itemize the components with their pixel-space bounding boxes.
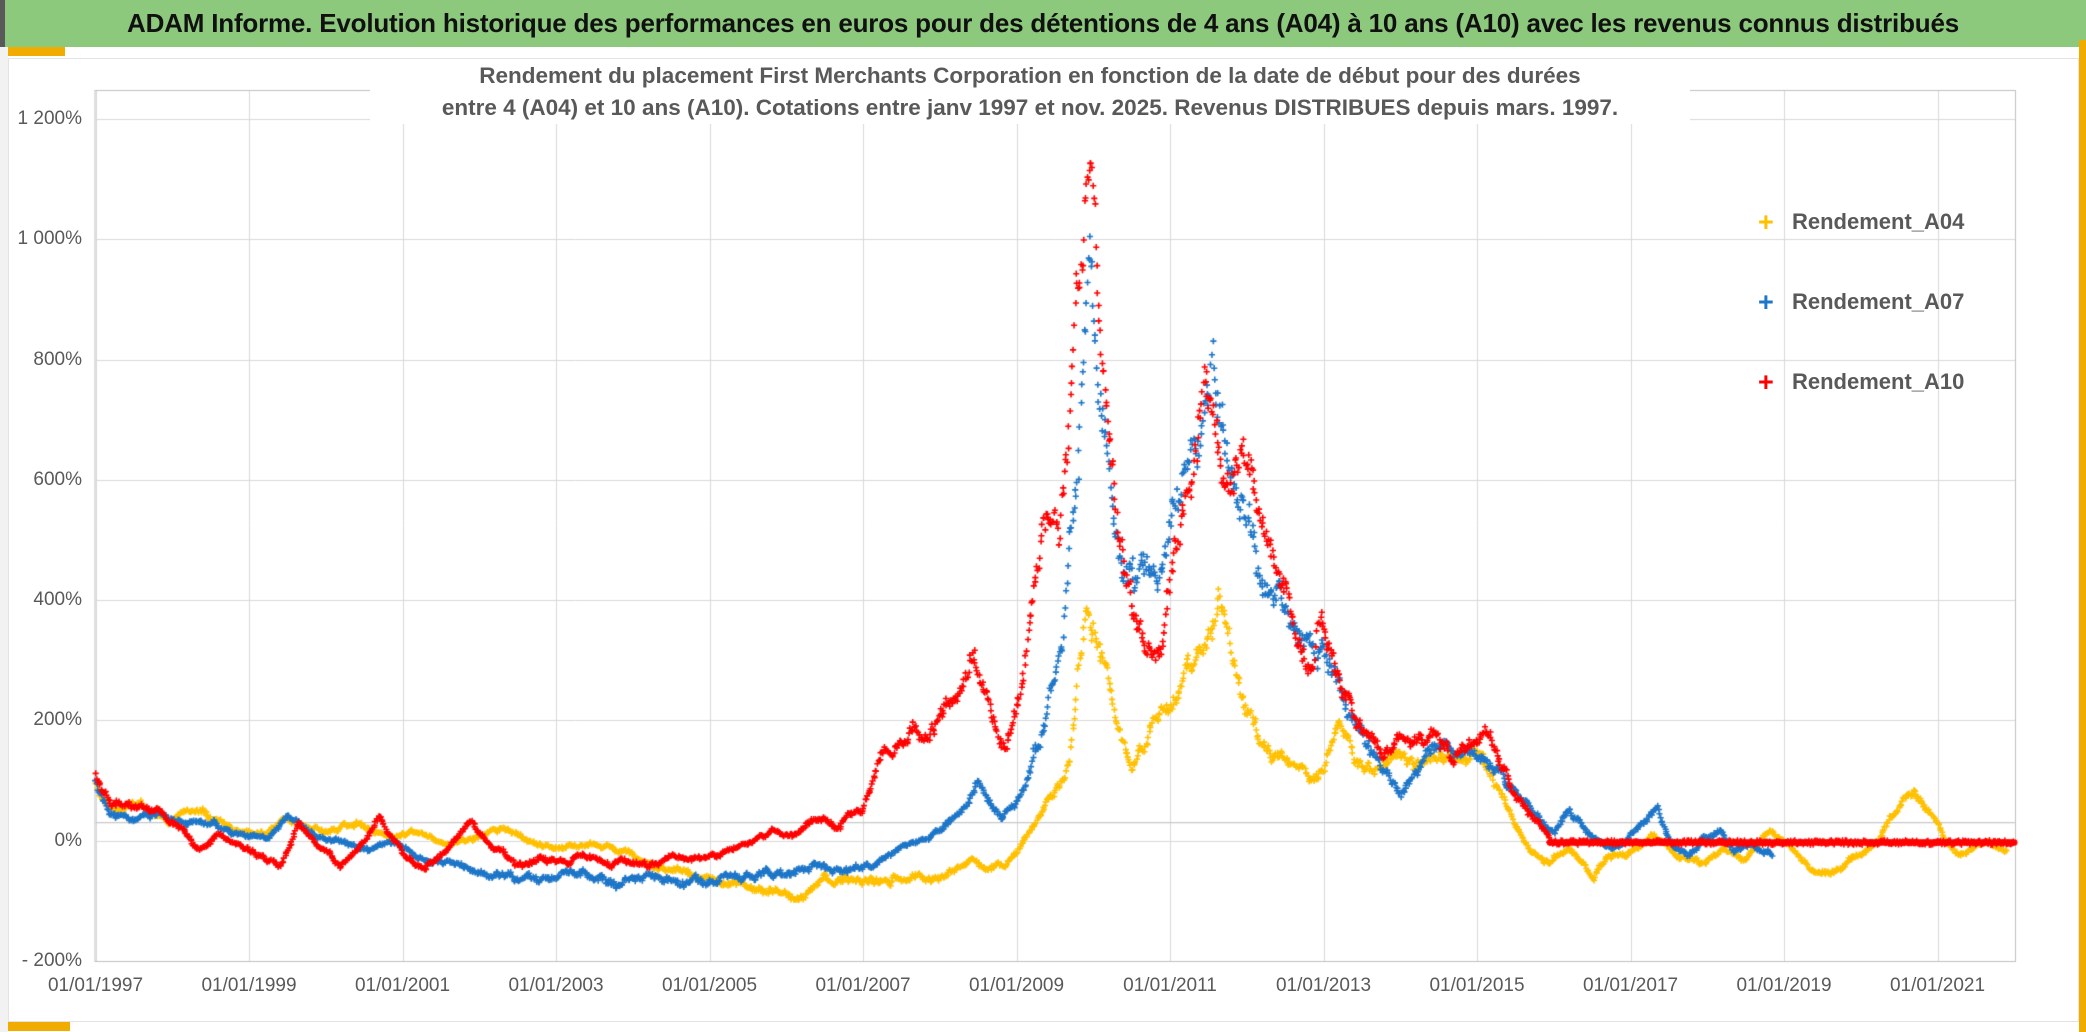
y-axis-tick-label: 1 000% bbox=[17, 228, 82, 250]
legend-item-a10: + Rendement_A10 bbox=[1758, 356, 1964, 408]
legend-label-a04: Rendement_A04 bbox=[1792, 209, 1965, 234]
x-axis-tick-label: 01/01/1997 bbox=[47, 975, 144, 996]
y-axis-tick-label: 400% bbox=[33, 589, 82, 611]
x-axis-tick-label: 01/01/2009 bbox=[968, 975, 1065, 996]
legend-plus-marker-a04: + bbox=[1758, 207, 1774, 237]
x-axis-tick-label: 01/01/2007 bbox=[815, 975, 911, 996]
y-axis-tick-label: 200% bbox=[33, 709, 82, 731]
chart-title-line1: Rendement du placement First Merchants C… bbox=[479, 63, 1581, 88]
x-axis-tick-label: 01/01/2019 bbox=[1736, 975, 1832, 996]
x-axis-tick-label: 01/01/2015 bbox=[1429, 975, 1525, 996]
legend-plus-marker-a07: + bbox=[1758, 287, 1774, 317]
legend-label-a10: Rendement_A10 bbox=[1792, 369, 1965, 394]
x-axis-tick-label: 01/01/2003 bbox=[508, 975, 604, 996]
y-axis-tick-label: 0% bbox=[54, 829, 82, 851]
y-axis-tick-label: - 200% bbox=[21, 950, 82, 971]
x-axis-tick-label: 01/01/2005 bbox=[661, 975, 758, 996]
x-axis-tick-label: 01/01/2013 bbox=[1275, 975, 1372, 996]
x-axis-tick-label: 01/01/2001 bbox=[354, 975, 451, 996]
legend-item-a07: + Rendement_A07 bbox=[1758, 276, 1964, 328]
x-axis-tick-label: 01/01/2017 bbox=[1582, 975, 1679, 996]
y-axis-tick-label: 1 200% bbox=[17, 107, 82, 129]
legend-label-a07: Rendement_A07 bbox=[1792, 289, 1965, 314]
chart-title-line2: entre 4 (A04) et 10 ans (A10). Cotations… bbox=[441, 95, 1619, 120]
legend-plus-marker-a10: + bbox=[1758, 367, 1774, 397]
chart-legend: + Rendement_A04 + Rendement_A07 + Rendem… bbox=[1758, 196, 1964, 436]
x-axis-tick-label: 01/01/1999 bbox=[201, 975, 297, 996]
y-axis-tick-label: 800% bbox=[33, 348, 82, 370]
y-axis-tick-label: 600% bbox=[33, 468, 82, 490]
x-axis-tick-label: 01/01/2011 bbox=[1123, 975, 1217, 996]
legend-item-a04: + Rendement_A04 bbox=[1758, 196, 1964, 248]
chart-title: Rendement du placement First Merchants C… bbox=[370, 60, 1690, 124]
x-axis-tick-label: 01/01/2021 bbox=[1889, 975, 1986, 996]
